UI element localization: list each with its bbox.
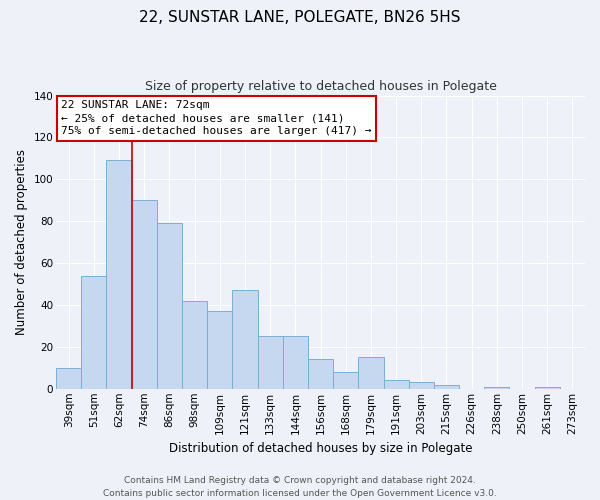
Bar xyxy=(535,386,560,389)
Bar xyxy=(484,386,509,389)
X-axis label: Distribution of detached houses by size in Polegate: Distribution of detached houses by size … xyxy=(169,442,472,455)
Bar xyxy=(283,336,308,389)
Bar xyxy=(131,200,157,389)
Bar xyxy=(232,290,257,389)
Bar xyxy=(333,372,358,389)
Bar xyxy=(157,224,182,389)
Y-axis label: Number of detached properties: Number of detached properties xyxy=(15,149,28,335)
Bar xyxy=(56,368,81,389)
Bar xyxy=(308,360,333,389)
Bar xyxy=(182,301,207,389)
Bar xyxy=(434,384,459,389)
Bar xyxy=(81,276,106,389)
Bar xyxy=(207,312,232,389)
Text: 22 SUNSTAR LANE: 72sqm
← 25% of detached houses are smaller (141)
75% of semi-de: 22 SUNSTAR LANE: 72sqm ← 25% of detached… xyxy=(61,100,372,136)
Title: Size of property relative to detached houses in Polegate: Size of property relative to detached ho… xyxy=(145,80,496,93)
Bar xyxy=(383,380,409,389)
Text: 22, SUNSTAR LANE, POLEGATE, BN26 5HS: 22, SUNSTAR LANE, POLEGATE, BN26 5HS xyxy=(139,10,461,25)
Bar xyxy=(257,336,283,389)
Bar xyxy=(409,382,434,389)
Text: Contains HM Land Registry data © Crown copyright and database right 2024.
Contai: Contains HM Land Registry data © Crown c… xyxy=(103,476,497,498)
Bar xyxy=(358,358,383,389)
Bar xyxy=(106,160,131,389)
